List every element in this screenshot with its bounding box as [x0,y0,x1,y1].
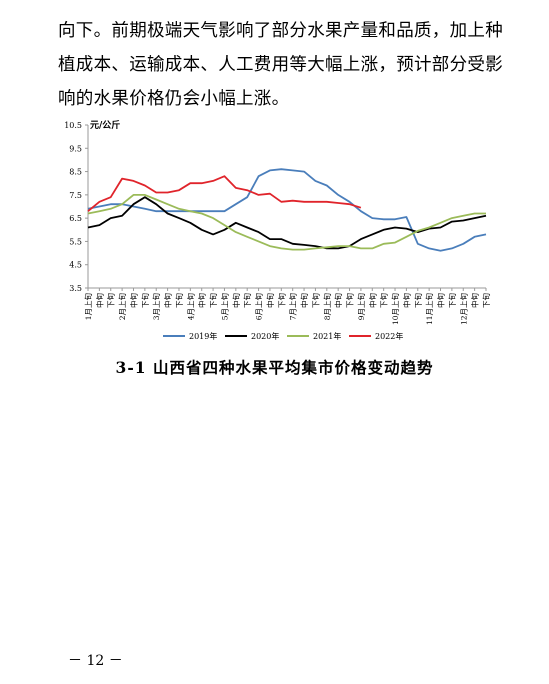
x-tick-label: 下旬 [481,293,491,308]
legend-label: 2020年 [251,331,279,341]
x-tick-label: 中旬 [299,293,309,308]
x-tick-label: 下旬 [174,293,184,308]
x-tick-label: 中旬 [333,293,343,308]
body-line-2: 植成本、运输成本、人工费用等大幅上涨，预计部分受影 [58,55,503,75]
x-tick-label: 下旬 [242,293,252,308]
figure-caption: 3-1 山西省四种水果平均集市价格变动趋势 [115,358,434,377]
series-line [87,194,486,251]
y-tick-label: 3.5 [69,284,82,293]
series-line [87,196,487,250]
legend-label: 2022年 [375,331,403,341]
x-tick-label: 下旬 [447,293,457,308]
x-tick-label: 中旬 [470,293,480,308]
y-tick-label: 9.5 [69,144,82,153]
x-tick-label: 1月上旬 [83,293,93,321]
x-tick-label: 下旬 [208,293,218,308]
x-tick-label: 9月上旬 [356,293,366,321]
x-tick-label: 中旬 [401,293,411,308]
x-tick-label: 下旬 [140,293,150,308]
x-tick-label: 中旬 [231,293,241,308]
legend-label: 2019年 [189,331,217,341]
x-tick-label: 下旬 [310,293,320,308]
x-tick-label: 下旬 [379,293,389,308]
x-tick-label: 下旬 [413,293,423,308]
x-tick-label: 7月上旬 [288,293,298,321]
y-tick-label: 8.5 [69,168,82,177]
x-tick-label: 4月上旬 [185,293,195,321]
x-tick-label: 3月上旬 [151,293,161,321]
x-tick-label: 下旬 [345,293,355,308]
y-tick-label: 4.5 [69,261,82,270]
y-tick-label: 10.5 [64,121,82,130]
series-line [87,168,487,252]
x-tick-label: 下旬 [106,293,116,308]
y-tick-label: 7.5 [69,191,82,200]
x-tick-label: 2月上旬 [117,293,127,321]
x-tick-label: 中旬 [94,293,104,308]
x-tick-label: 中旬 [197,293,207,308]
y-tick-label: 6.5 [69,214,82,223]
x-tick-label: 8月上旬 [322,293,332,321]
x-tick-label: 中旬 [265,293,275,308]
series-line [87,175,362,212]
y-unit-label: 元/公斤 [90,119,120,131]
x-tick-label: 11月上旬 [424,293,434,326]
x-tick-label: 中旬 [163,293,173,308]
x-tick-label: 10月上旬 [390,293,400,326]
x-tick-label: 下旬 [276,293,286,308]
body-line-3: 响的水果价格仍会小幅上涨。 [58,89,290,109]
legend-label: 2021年 [313,331,341,341]
price-trend-chart: 元/公斤 10.5 9.5 8.5 7.5 6.5 5.5 4.5 3.5 1月上旬 中旬 下旬 2月上… [50,115,500,354]
x-tick-label: 5月上旬 [219,293,229,321]
page-number: － 12 － [68,653,123,669]
x-tick-label: 6月上旬 [254,293,264,321]
body-paragraph: 向下。前期极端天气影响了部分水果产量和品质，加上种 植成本、运输成本、人工费用等… [58,14,503,116]
x-tick-label: 12月上旬 [458,293,468,326]
x-tick-label: 中旬 [367,293,377,308]
body-line-1: 向下。前期极端天气影响了部分水果产量和品质，加上种 [58,21,503,41]
x-tick-label: 中旬 [128,293,138,308]
x-tick-label: 中旬 [436,293,446,308]
y-tick-label: 5.5 [69,237,82,246]
